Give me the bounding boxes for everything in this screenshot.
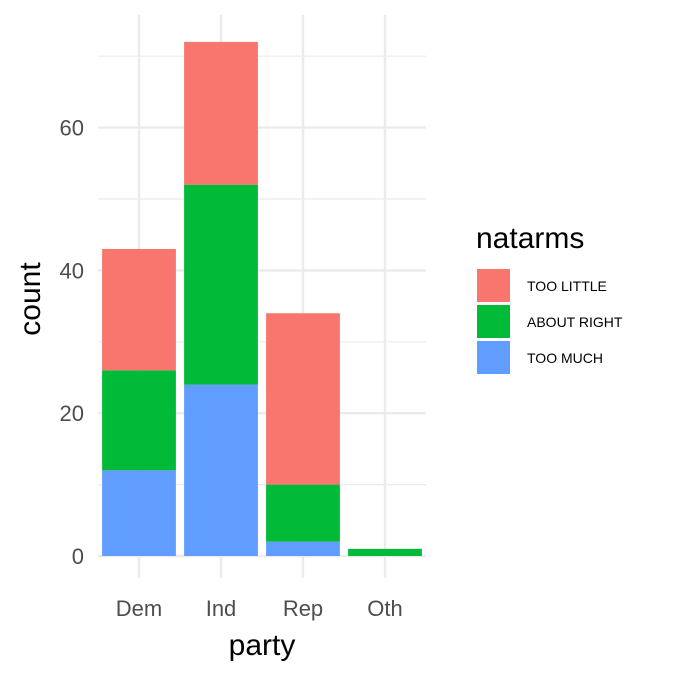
bar-segment [266, 484, 340, 542]
legend-label: TOO LITTLE [527, 278, 607, 294]
legend-swatch [477, 305, 510, 338]
x-axis-title: party [229, 629, 296, 662]
y-tick-label: 0 [72, 544, 84, 569]
bar-segment [184, 384, 258, 556]
legend-title: natarms [476, 222, 584, 255]
bar-segment [348, 548, 422, 556]
x-tick-label: Dem [116, 596, 162, 621]
legend-swatch [477, 341, 510, 374]
legend: natarms TOO LITTLE ABOUT RIGHT TOO MUCH [476, 222, 623, 374]
x-tick-label: Ind [206, 596, 237, 621]
bar-segment [266, 541, 340, 556]
y-axis-title: count [14, 262, 47, 336]
y-tick-label: 40 [60, 258, 84, 283]
legend-swatch [477, 269, 510, 302]
bar-segment [102, 470, 176, 556]
y-tick-label: 20 [60, 401, 84, 426]
bar-segment [266, 313, 340, 485]
bar-segment [102, 370, 176, 471]
bar-segment [184, 184, 258, 385]
bar-segment [184, 41, 258, 185]
x-tick-label: Rep [283, 596, 323, 621]
y-axis-ticks: 0 20 40 60 [60, 116, 84, 569]
legend-label: ABOUT RIGHT [527, 314, 623, 330]
x-tick-label: Oth [367, 596, 402, 621]
y-tick-label: 60 [60, 116, 84, 141]
legend-label: TOO MUCH [527, 350, 603, 366]
x-axis-ticks: Dem Ind Rep Oth [116, 596, 403, 621]
bars [102, 41, 422, 556]
bar-segment [102, 248, 176, 371]
